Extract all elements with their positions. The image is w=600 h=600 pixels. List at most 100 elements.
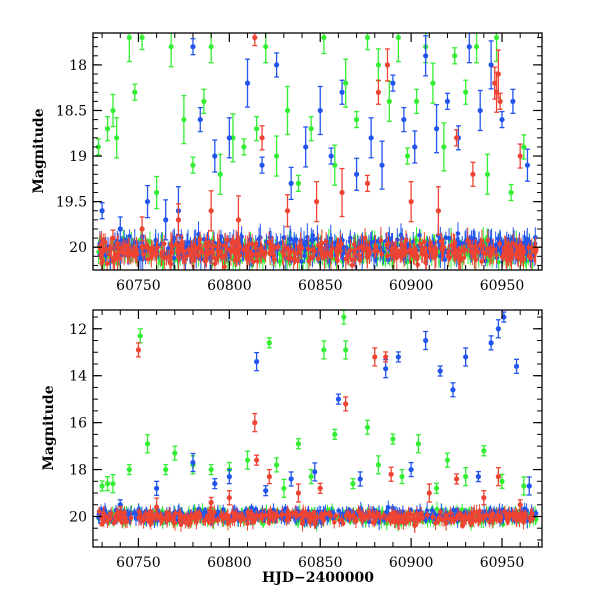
top-data-point (353, 171, 360, 177)
bottom-cloud-point (132, 509, 138, 515)
top-data-point (241, 144, 247, 150)
top-data-point (139, 226, 145, 232)
top-data-point (303, 144, 309, 150)
top-cloud-point (457, 253, 463, 258)
top-cloud-point (310, 254, 315, 260)
top-cloud-point (107, 252, 112, 257)
top-data-point (477, 107, 483, 114)
top-cloud-point (441, 245, 447, 250)
top-data-point (273, 62, 280, 68)
top-cloud-point (423, 260, 428, 266)
top-cloud-point (472, 254, 477, 259)
top-cloud-point (293, 237, 299, 242)
top-cloud-point (433, 246, 439, 251)
top-data-point (404, 153, 411, 159)
top-data-point (368, 135, 374, 141)
top-data-point (190, 44, 196, 50)
top-cloud-point (472, 244, 478, 249)
bottom-cloud-point (434, 506, 440, 512)
top-data-point (412, 144, 418, 150)
bottom-cloud-point (220, 507, 226, 512)
top-data-point (517, 153, 523, 159)
top-cloud-point (384, 253, 390, 259)
top-series-2-points (110, 33, 523, 247)
top-cloud-point (266, 239, 272, 245)
top-cloud-point (225, 237, 230, 243)
top-data-point (395, 34, 401, 41)
top-cloud-point (351, 242, 357, 247)
bottom-cloud-point (336, 508, 341, 514)
top-data-point (263, 44, 269, 50)
top-cloud-point (443, 235, 449, 240)
top-cloud-point (415, 262, 420, 267)
top-cloud-point (222, 252, 228, 258)
top-cloud-point (310, 233, 316, 238)
top-cloud-point (310, 247, 316, 252)
top-data-point (114, 135, 120, 141)
top-data-point (463, 89, 469, 95)
top-cloud-point (232, 257, 238, 263)
top-cloud-point (111, 255, 117, 261)
top-cloud-point (261, 253, 267, 258)
top-cloud-point (288, 249, 294, 254)
top-data-point (473, 44, 480, 50)
top-cloud-point (302, 253, 307, 259)
top-data-point (375, 62, 381, 68)
top-cloud-point (516, 244, 522, 249)
top-data-point (144, 199, 151, 205)
top-cloud-point (387, 236, 392, 241)
top-data-point (212, 153, 218, 159)
top-data-point (284, 208, 291, 214)
top-data-point (493, 34, 500, 41)
top-cloud-point (152, 252, 158, 258)
bottom-cloud-point (430, 514, 436, 520)
top-cloud-point (364, 252, 370, 257)
top-cloud-point (189, 253, 195, 259)
top-data-point (139, 34, 145, 41)
top-data-point (328, 153, 334, 159)
top-cloud-point (325, 251, 331, 256)
top-cloud-point (349, 262, 355, 268)
top-cloud-point (479, 259, 485, 264)
top-data-point (226, 135, 232, 141)
top-data-point (168, 44, 174, 50)
top-cloud-point (526, 245, 531, 250)
top-data-point (104, 126, 111, 132)
top-cloud-point (344, 245, 349, 251)
top-y-tick-label: 19 (69, 149, 87, 165)
top-cloud-point (172, 235, 177, 241)
bottom-cloud-point (333, 513, 339, 518)
top-cloud-point (497, 241, 503, 247)
top-cloud-point (253, 241, 259, 247)
top-cloud-point (407, 247, 413, 253)
top-cloud-point (180, 249, 186, 255)
top-data-point (254, 126, 260, 132)
top-data-point (441, 144, 447, 150)
top-data-point (197, 116, 203, 123)
top-cloud-point (175, 248, 180, 254)
top-data-point (235, 217, 242, 223)
bottom-cloud-point (283, 506, 288, 511)
top-cloud-point (104, 261, 110, 266)
top-cloud-point (526, 253, 532, 259)
top-cloud-point (478, 243, 483, 248)
top-cloud-point (375, 248, 380, 254)
top-cloud-point (298, 243, 303, 249)
top-cloud-point (125, 247, 131, 253)
top-data-point (126, 34, 132, 41)
top-cloud-point (246, 242, 252, 247)
top-data-point (217, 171, 223, 177)
top-data-point (508, 189, 514, 196)
top-cloud-point (487, 253, 493, 259)
top-cloud-point (191, 258, 197, 263)
top-data-point (259, 135, 265, 141)
top-data-point (386, 98, 392, 104)
top-cloud-point (100, 249, 105, 255)
top-data-point (273, 153, 280, 159)
top-cloud-point (246, 251, 251, 256)
top-data-point (423, 53, 429, 59)
top-cloud-point (130, 252, 136, 258)
top-cloud-point (249, 251, 255, 257)
top-x-tick-label: 60750 (116, 278, 161, 294)
